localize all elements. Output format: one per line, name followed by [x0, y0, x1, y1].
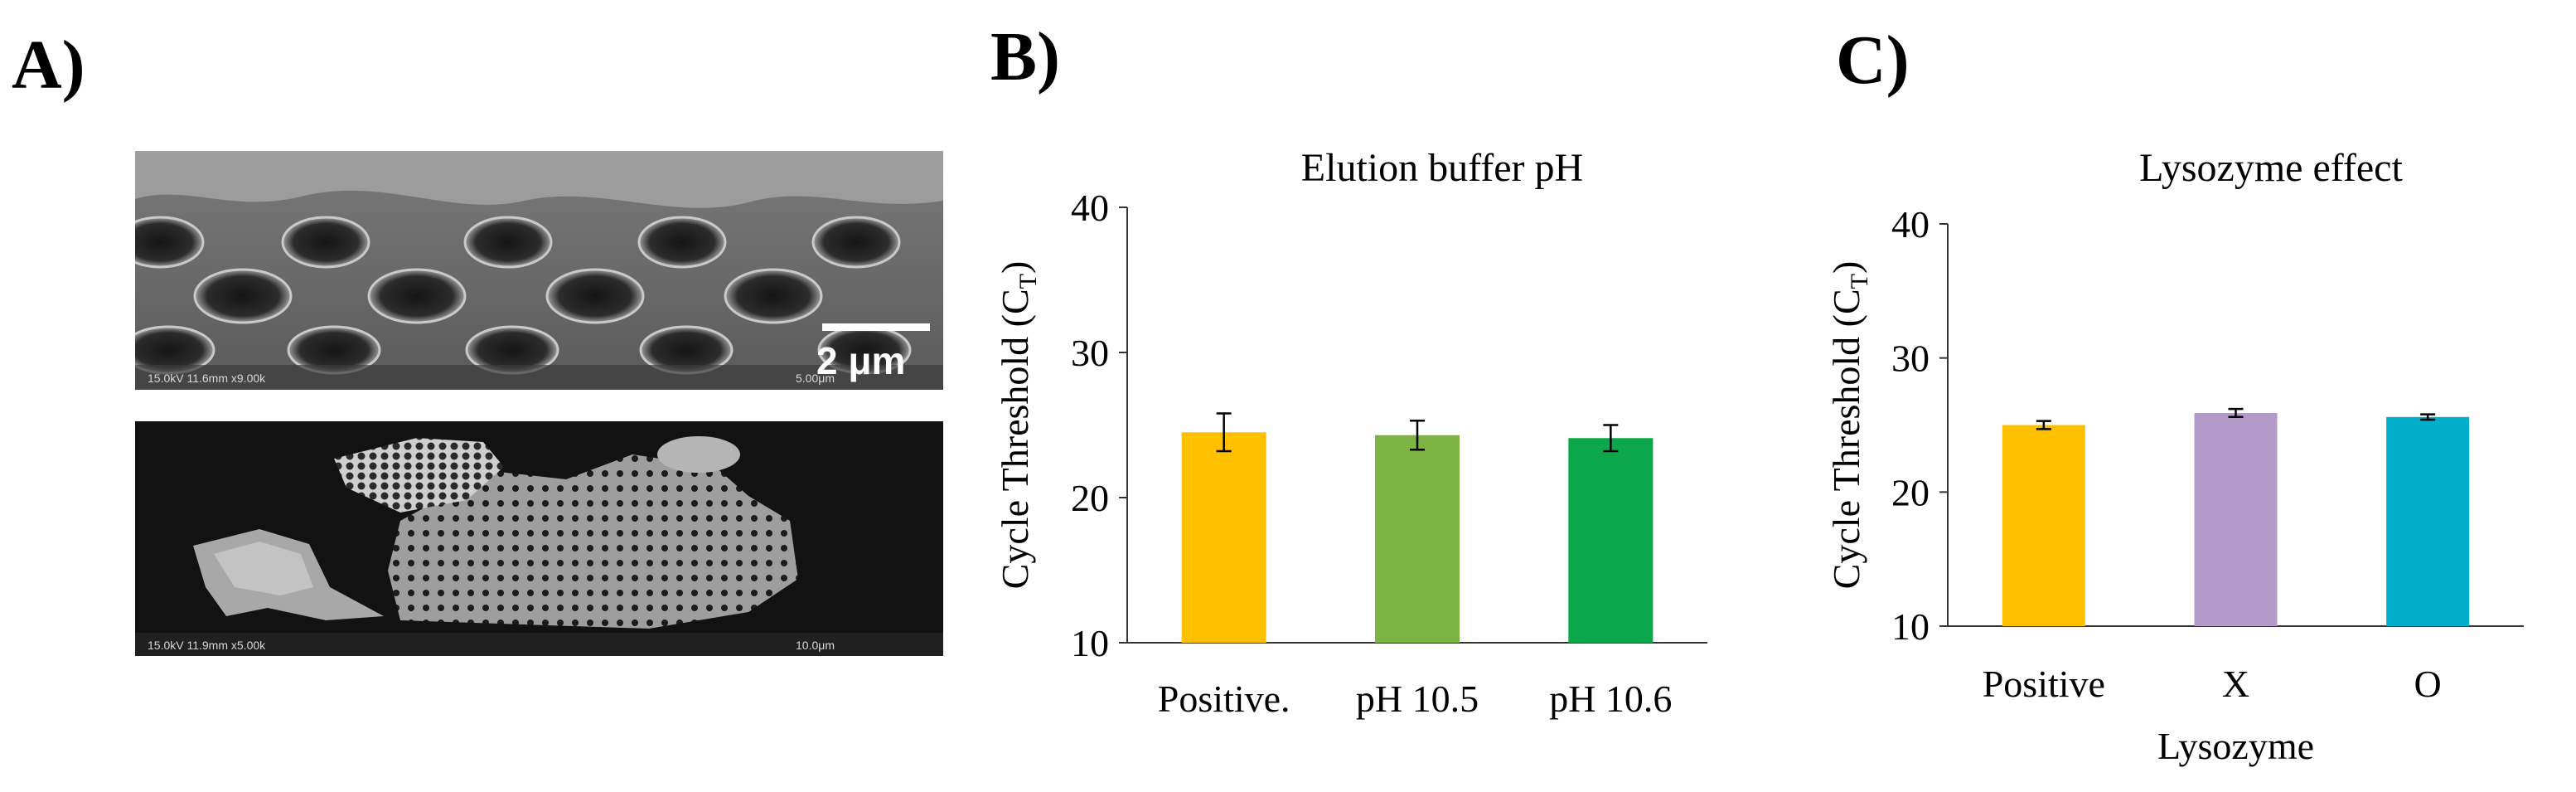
chart-b-y-tick-label: 30 [1071, 332, 1109, 374]
pore [281, 216, 370, 269]
chart-c-bar [2386, 416, 2470, 626]
chart-b-category-label: pH 10.5 [1356, 678, 1479, 720]
sem-top-meta: 15.0kV 11.6mm x9.00k [148, 372, 266, 385]
scale-bar [822, 323, 930, 331]
chart-c-y-tick-label: 20 [1891, 471, 1930, 513]
chart-b-y-tick-label: 10 [1071, 622, 1109, 664]
pore [463, 216, 553, 269]
panel-label-c: C) [1836, 22, 1910, 99]
chart-c-x-axis-label: Lysozyme [2157, 725, 2314, 767]
chart-b-category-label: Positive. [1158, 678, 1290, 720]
chart-c-y-tick-label: 10 [1891, 605, 1930, 648]
pore [135, 216, 205, 269]
chart-c-category-label: O [2414, 663, 2442, 705]
chart-b-bar [1375, 435, 1460, 643]
chart-b-title: Elution buffer pH [1301, 146, 1583, 190]
chart-b-y-tick-label: 40 [1071, 187, 1109, 229]
panel-label-b: B) [990, 18, 1060, 95]
sem-bottom-meta-right: 10.0μm [796, 639, 835, 652]
pore [811, 216, 901, 269]
pore [724, 268, 823, 324]
pore [193, 268, 293, 324]
chart-b-bar [1568, 438, 1654, 643]
chart-c-y-axis-label: Cycle Threshold (CT) [1825, 261, 1873, 590]
sem-image-bottom [135, 421, 943, 656]
chart-c-bar [2002, 425, 2085, 626]
panel-label-a: A) [12, 27, 85, 104]
sem-top-meta-right: 5.00μm [796, 372, 835, 385]
chart-b-y-axis-label: Cycle Threshold (CT) [994, 261, 1042, 590]
chart-b-bar [1181, 432, 1266, 643]
pore [545, 268, 645, 324]
sem-top-graphic [135, 151, 943, 390]
sem-bottom-meta: 15.0kV 11.9mm x5.00k [148, 639, 266, 652]
scale-bar-label: 2 μm [816, 339, 906, 382]
chart-b-y-tick-label: 20 [1071, 477, 1109, 519]
chart-c-bar [2194, 412, 2278, 626]
chart-c-title: Lysozyme effect [2139, 146, 2403, 190]
chart-b-category-label: pH 10.6 [1549, 678, 1672, 720]
chart-c-category-label: Positive [1983, 663, 2105, 705]
chart-c-y-tick-label: 30 [1891, 338, 1930, 380]
pore [637, 216, 727, 269]
chart-lysozyme-effect: Lysozyme effect 10 20 30 40 Cycle Threshold (… [1825, 146, 2524, 767]
sem-bottom-graphic [135, 421, 943, 656]
chart-elution-buffer-ph: Elution buffer pH 10 20 30 40 Cycle Threshold… [994, 146, 1707, 720]
chart-c-y-tick-label: 40 [1891, 203, 1930, 245]
sem-image-top [135, 151, 943, 390]
chart-c-category-label: X [2222, 663, 2249, 705]
pore [367, 268, 467, 324]
